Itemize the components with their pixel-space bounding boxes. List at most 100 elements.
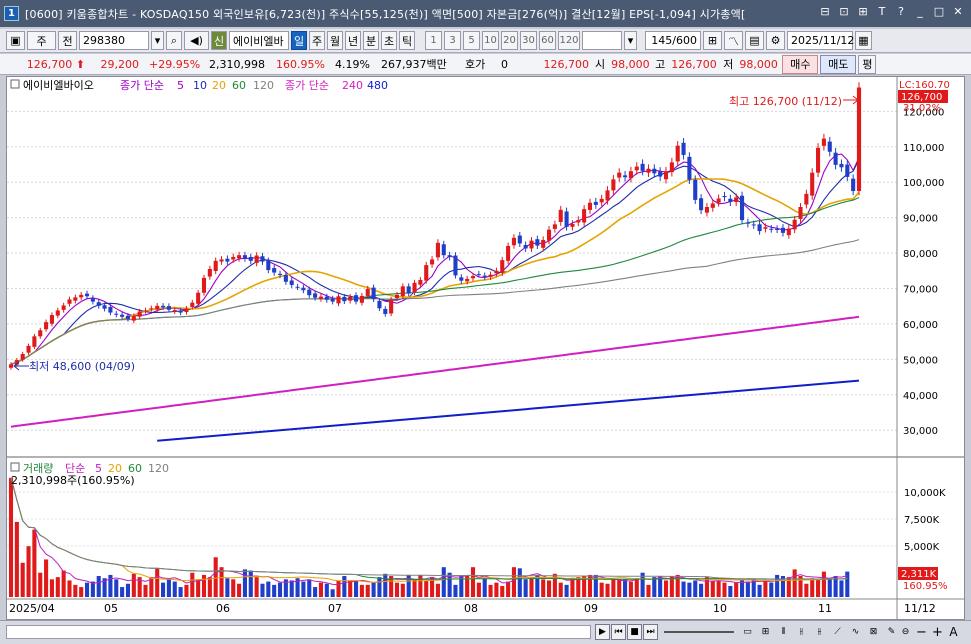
candle-body: [219, 259, 224, 262]
legend-ma60: 60: [232, 79, 246, 92]
interval-custom-input[interactable]: [582, 31, 622, 50]
chart-canvas[interactable]: 120,000 110,000 100,000 90,000 80,000 70,000 6…: [7, 77, 964, 619]
stock-code-input[interactable]: 298380: [79, 31, 149, 50]
volume-bar: [821, 571, 826, 597]
help-icon[interactable]: ?: [898, 5, 904, 18]
zoom-out-icon[interactable]: ▭: [743, 627, 752, 637]
volume-bar: [49, 579, 54, 597]
tab-second[interactable]: 초: [381, 31, 397, 50]
hoga-value: 0: [501, 57, 508, 71]
save-icon[interactable]: ▤: [745, 31, 764, 50]
volume-bar: [354, 580, 359, 597]
candle-body: [623, 175, 628, 178]
count-input[interactable]: 145/600: [645, 31, 701, 50]
volume-bar: [681, 581, 686, 597]
x-label-09: 09: [584, 602, 598, 615]
candle-body: [201, 277, 207, 293]
volume-bar: [564, 584, 569, 597]
interval-60[interactable]: 60: [539, 31, 556, 50]
change-value: 29,200: [100, 57, 140, 71]
interval-20[interactable]: 20: [501, 31, 518, 50]
all-button[interactable]: 전: [58, 31, 77, 50]
volume-bar: [810, 578, 815, 597]
close-button[interactable]: ✕: [953, 5, 963, 18]
interval-120[interactable]: 120: [558, 31, 580, 50]
forward-icon[interactable]: ⏭: [643, 624, 658, 640]
settings-icon[interactable]: ⚙: [766, 31, 785, 50]
volume-bar: [359, 584, 364, 597]
ma10-line: [10, 158, 860, 365]
tab-minute[interactable]: 분: [363, 31, 379, 50]
candle-body: [213, 260, 218, 272]
candle-body: [424, 265, 429, 281]
volume-ma5-line: [10, 477, 848, 586]
plus-icon[interactable]: +: [932, 624, 943, 640]
tab-week[interactable]: 주: [309, 31, 325, 50]
legend-ma5: 5: [177, 79, 184, 92]
stock-name-field[interactable]: 에이비엘바: [229, 31, 289, 50]
interval-3[interactable]: 3: [444, 31, 461, 50]
candle-body: [786, 228, 791, 236]
vol-tick-10000k: 10,000K: [904, 488, 946, 499]
rewind-icon[interactable]: ⏮: [611, 624, 626, 640]
avg-button[interactable]: 평: [858, 54, 877, 74]
volume-bars: [8, 477, 850, 597]
volume-bar: [32, 529, 37, 597]
chart-type-icon[interactable]: ▣: [6, 31, 25, 50]
bars-icon[interactable]: ⫴: [781, 627, 786, 637]
minimize-button[interactable]: _: [917, 5, 923, 18]
tick-icon[interactable]: ⫳: [817, 627, 822, 637]
tab-year[interactable]: 년: [345, 31, 361, 50]
price-tick-label: 50,000: [903, 355, 938, 366]
wave-icon[interactable]: ∿: [851, 627, 860, 637]
candle-body: [833, 152, 838, 165]
candle-body: [582, 209, 587, 223]
volume-bar: [248, 570, 253, 597]
tab-day[interactable]: 일: [291, 31, 307, 50]
tab-month[interactable]: 월: [327, 31, 343, 50]
font-size-icon[interactable]: A: [949, 625, 958, 639]
line-icon[interactable]: ⟋: [834, 627, 841, 637]
volume-bar: [570, 578, 575, 597]
interval-5[interactable]: 5: [463, 31, 480, 50]
sound-icon[interactable]: ◀): [184, 31, 209, 50]
tab-tick[interactable]: 틱: [399, 31, 415, 50]
buy-button[interactable]: 매수: [782, 54, 819, 74]
grid-icon[interactable]: ⊠: [869, 627, 878, 637]
interval-10[interactable]: 10: [482, 31, 499, 50]
volume-bar: [61, 570, 66, 597]
play-icon[interactable]: ▶: [595, 624, 610, 640]
turnover-rate: 4.19%: [335, 57, 370, 71]
code-dropdown-icon[interactable]: ▾: [151, 31, 164, 50]
tile-icon[interactable]: ⊟: [820, 5, 830, 18]
calendar-icon[interactable]: ▦: [855, 31, 872, 50]
scroll-track[interactable]: [6, 625, 591, 639]
candle-body: [44, 322, 49, 330]
zoom-icon[interactable]: ⊖: [901, 627, 910, 637]
text-icon[interactable]: T: [878, 5, 886, 18]
layout-icon[interactable]: ⊡: [839, 5, 849, 18]
pencil-icon[interactable]: ✎: [887, 627, 896, 637]
sell-button[interactable]: 매도: [820, 54, 857, 74]
minus-icon[interactable]: −: [916, 624, 927, 640]
indicator-icon[interactable]: 〽: [724, 31, 743, 50]
stop-icon[interactable]: ■: [627, 624, 642, 640]
chart-area[interactable]: 120,000 110,000 100,000 90,000 80,000 70,000 6…: [6, 76, 965, 620]
volume-bar: [739, 579, 745, 597]
interval-1[interactable]: 1: [425, 31, 442, 50]
speed-slider[interactable]: [664, 631, 734, 633]
date-input[interactable]: 2025/11/12: [787, 31, 854, 50]
x-label-2025-04: 2025/04: [9, 602, 55, 615]
volume-bar: [342, 576, 347, 597]
interval-30[interactable]: 30: [520, 31, 537, 50]
interval-dropdown-icon[interactable]: ▾: [624, 31, 637, 50]
period-select[interactable]: 주: [27, 31, 56, 50]
maximize-button[interactable]: □: [933, 5, 945, 18]
candle-body: [757, 224, 762, 232]
candle-body: [260, 256, 265, 262]
candle-icon[interactable]: ⫲: [800, 627, 803, 637]
chart-view-icon[interactable]: ⊞: [761, 627, 770, 637]
split-icon[interactable]: ⊞: [858, 5, 868, 18]
search-icon[interactable]: ⌕: [166, 31, 182, 50]
tools-icon[interactable]: ⊞: [703, 31, 722, 50]
